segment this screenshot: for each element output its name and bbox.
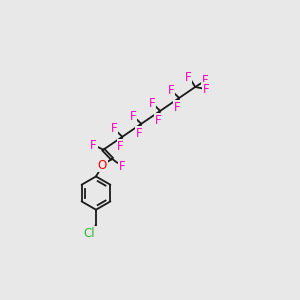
Text: Cl: Cl <box>84 227 95 240</box>
Text: F: F <box>202 74 208 87</box>
Text: F: F <box>174 101 181 114</box>
Text: F: F <box>117 140 124 152</box>
Text: F: F <box>130 110 136 122</box>
Text: F: F <box>118 160 125 172</box>
Text: F: F <box>167 84 174 97</box>
Text: F: F <box>111 122 117 136</box>
Text: F: F <box>185 71 192 84</box>
Text: O: O <box>98 159 107 172</box>
Text: F: F <box>136 127 143 140</box>
Text: F: F <box>155 114 162 127</box>
Text: F: F <box>148 97 155 110</box>
Text: F: F <box>203 83 210 96</box>
Text: F: F <box>90 139 97 152</box>
